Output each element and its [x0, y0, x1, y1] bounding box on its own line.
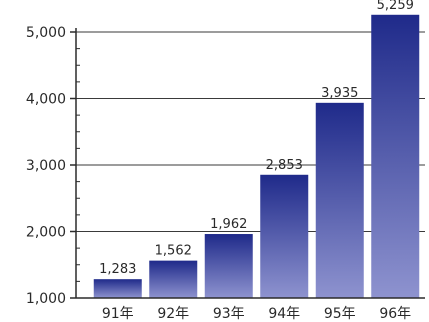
bar — [371, 14, 420, 299]
gridlines — [76, 31, 425, 232]
bar-value-label: 1,562 — [155, 244, 192, 259]
bar — [149, 260, 198, 298]
x-tick-label: 93年 — [213, 306, 245, 322]
y-tick-label: 3,000 — [26, 158, 66, 174]
y-tick-label: 4,000 — [26, 92, 66, 108]
data-labels: 1,283 1,562 1,962 2,853 3,935 5,259 — [99, 0, 414, 277]
bars — [93, 14, 420, 299]
y-tick-label: 2,000 — [26, 225, 66, 241]
x-tick-label: 91年 — [102, 306, 134, 322]
x-tick-label: 92年 — [157, 306, 189, 322]
bar — [204, 234, 253, 298]
bar-value-label: 5,259 — [377, 0, 414, 13]
bar — [93, 279, 142, 298]
bar-value-label: 2,853 — [266, 158, 303, 173]
bar — [260, 174, 309, 298]
y-tick-label: 1,000 — [26, 291, 66, 307]
x-tick-label: 96年 — [379, 306, 411, 322]
x-tick-label: 95年 — [324, 306, 356, 322]
y-tick-label: 5,000 — [26, 25, 66, 41]
y-tick-labels: 1,000 2,000 3,000 4,000 5,000 — [26, 25, 66, 307]
bar-value-label: 1,283 — [99, 262, 136, 277]
x-tick-label: 94年 — [268, 306, 300, 322]
x-tick-labels: 91年 92年 93年 94年 95年 96年 — [102, 306, 411, 322]
axes — [70, 28, 425, 299]
bar — [315, 102, 364, 298]
bar-value-label: 1,962 — [210, 217, 247, 232]
bar-value-label: 3,935 — [321, 86, 358, 101]
